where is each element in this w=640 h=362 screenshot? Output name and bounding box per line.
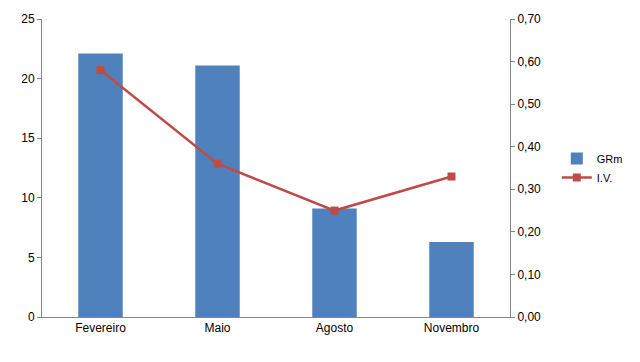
svg-text:Novembro: Novembro xyxy=(424,321,480,335)
svg-text:GRm: GRm xyxy=(597,153,623,165)
svg-text:0,70: 0,70 xyxy=(517,12,541,26)
svg-text:0,60: 0,60 xyxy=(517,55,541,69)
svg-text:25: 25 xyxy=(21,12,35,26)
svg-text:Agosto: Agosto xyxy=(316,321,354,335)
svg-text:Fevereiro: Fevereiro xyxy=(75,321,126,335)
svg-text:0,00: 0,00 xyxy=(517,310,541,324)
svg-text:5: 5 xyxy=(28,251,35,265)
svg-text:0,10: 0,10 xyxy=(517,268,541,282)
svg-text:0,30: 0,30 xyxy=(517,182,541,196)
svg-text:20: 20 xyxy=(21,72,35,86)
svg-text:I.V.: I.V. xyxy=(597,172,613,184)
svg-text:0,50: 0,50 xyxy=(517,97,541,111)
svg-text:10: 10 xyxy=(21,191,35,205)
svg-text:0: 0 xyxy=(28,310,35,324)
svg-text:0,20: 0,20 xyxy=(517,225,541,239)
svg-text:Maio: Maio xyxy=(204,321,230,335)
svg-text:0,40: 0,40 xyxy=(517,140,541,154)
svg-text:15: 15 xyxy=(21,131,35,145)
